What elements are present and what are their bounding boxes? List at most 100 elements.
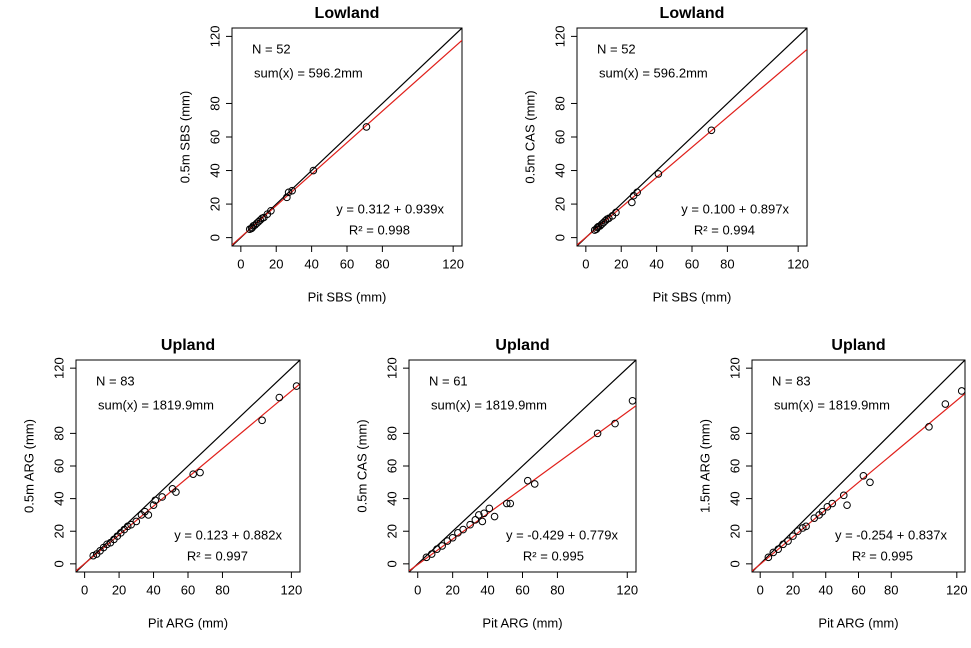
point (123, 522, 132, 531)
annotation: y = 0.100 + 0.897x (681, 201, 789, 216)
annotation: R² = 0.995 (852, 548, 913, 563)
point (267, 206, 275, 215)
x-tick-label: 0 (414, 582, 421, 597)
point (471, 516, 480, 524)
point (158, 493, 166, 501)
x-tick-label: 40 (818, 582, 832, 597)
point (789, 532, 797, 540)
point (288, 186, 296, 195)
y-tick-label: 20 (51, 524, 66, 538)
y-tick-label: 80 (384, 426, 399, 440)
reference-line (409, 360, 636, 572)
reference-line (232, 28, 462, 246)
y-tick-label: 80 (727, 426, 742, 440)
point (764, 553, 773, 562)
annotation: N = 83 (772, 373, 811, 388)
point (172, 488, 180, 496)
y-tick-label: 40 (207, 163, 222, 177)
annotation: sum(x) = 1819.9mm (98, 397, 214, 412)
point (132, 517, 141, 526)
x-tick-label: 80 (550, 582, 564, 597)
x-axis-label: Pit SBS (mm) (653, 289, 732, 304)
reference-line (232, 39, 462, 246)
reference-line (409, 405, 636, 572)
annotation: y = 0.123 + 0.882x (174, 527, 282, 542)
y-tick-label: 80 (552, 96, 567, 110)
point (784, 537, 792, 545)
point (292, 382, 301, 390)
x-tick-label: 20 (786, 582, 800, 597)
annotation: R² = 0.994 (694, 222, 755, 237)
y-tick-label: 20 (552, 197, 567, 211)
point (89, 551, 98, 560)
x-tick-label: 20 (614, 256, 628, 271)
annotation: R² = 0.997 (187, 548, 248, 563)
x-tick-label: 60 (851, 582, 865, 597)
point (151, 496, 160, 505)
x-tick-label: 60 (340, 256, 354, 271)
point (818, 507, 827, 516)
y-tick-label: 80 (207, 96, 222, 110)
x-tick-label: 40 (304, 256, 318, 271)
y-tick-label: 120 (207, 26, 222, 48)
y-axis-label: 0.5m CAS (mm) (354, 419, 369, 512)
y-tick-label: 120 (552, 26, 567, 48)
y-tick-label: 40 (384, 491, 399, 505)
y-tick-label: 40 (552, 163, 567, 177)
panel-title: Upland (161, 337, 215, 354)
point (530, 480, 539, 488)
point (843, 501, 851, 509)
point (654, 170, 663, 178)
point (628, 396, 637, 405)
point (478, 517, 487, 526)
point (828, 499, 837, 508)
x-tick-label: 120 (442, 256, 464, 271)
x-axis-label: Pit SBS (mm) (308, 289, 387, 304)
point (628, 198, 636, 207)
panel-title: Lowland (660, 5, 725, 22)
y-tick-label: 40 (727, 491, 742, 505)
y-axis-label: 0.5m SBS (mm) (177, 91, 192, 183)
point (779, 540, 787, 549)
point (459, 525, 467, 534)
x-tick-label: 80 (720, 256, 734, 271)
x-tick-label: 0 (757, 582, 764, 597)
x-tick-label: 60 (515, 582, 529, 597)
point (362, 123, 371, 131)
y-axis-label: 1.5m ARG (mm) (697, 419, 712, 513)
y-tick-label: 0 (384, 560, 399, 567)
annotation: N = 52 (252, 41, 291, 56)
x-tick-label: 80 (884, 582, 898, 597)
y-tick-label: 120 (727, 357, 742, 379)
x-axis-label: Pit ARG (mm) (148, 615, 228, 630)
point (925, 423, 933, 431)
x-tick-label: 0 (582, 256, 589, 271)
x-tick-label: 80 (215, 582, 229, 597)
reference-line (76, 383, 300, 572)
x-tick-label: 40 (649, 256, 663, 271)
reference-line (752, 393, 965, 572)
point (611, 419, 619, 428)
y-tick-label: 0 (207, 234, 222, 241)
point (490, 512, 499, 521)
point (189, 470, 197, 478)
point (149, 501, 158, 509)
x-tick-label: 40 (480, 582, 494, 597)
x-tick-label: 120 (787, 256, 809, 271)
reference-line (76, 360, 300, 572)
point (810, 514, 819, 522)
point (774, 545, 783, 553)
x-axis-label: Pit ARG (mm) (818, 615, 898, 630)
x-tick-label: 120 (616, 582, 638, 597)
point (466, 520, 474, 529)
y-axis-label: 0.5m ARG (mm) (21, 419, 36, 513)
x-tick-label: 120 (946, 582, 968, 597)
y-tick-label: 20 (384, 524, 399, 538)
y-tick-label: 20 (207, 197, 222, 211)
reference-line (577, 48, 807, 246)
point (427, 550, 436, 558)
y-tick-label: 60 (384, 459, 399, 473)
point (448, 533, 457, 542)
x-tick-label: 120 (281, 582, 303, 597)
